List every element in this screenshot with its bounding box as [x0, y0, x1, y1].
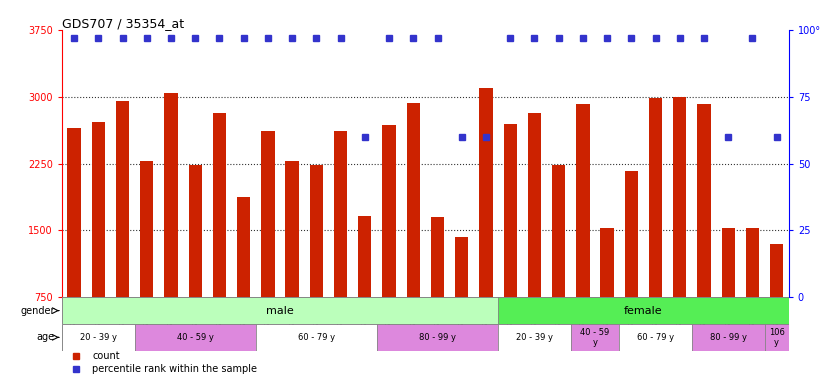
Text: 80 - 99 y: 80 - 99 y: [419, 333, 456, 342]
Text: count: count: [93, 351, 120, 361]
Bar: [571, 324, 620, 351]
Bar: [649, 98, 662, 297]
Text: 40 - 59
y: 40 - 59 y: [581, 328, 610, 347]
Bar: [334, 130, 347, 297]
Bar: [188, 165, 202, 297]
Bar: [673, 97, 686, 297]
Bar: [62, 324, 135, 351]
Bar: [577, 104, 590, 297]
Text: percentile rank within the sample: percentile rank within the sample: [93, 364, 258, 374]
Text: 80 - 99 y: 80 - 99 y: [710, 333, 747, 342]
Bar: [746, 228, 759, 297]
Bar: [620, 324, 692, 351]
Bar: [377, 324, 498, 351]
Text: female: female: [624, 306, 662, 316]
Text: 20 - 39 y: 20 - 39 y: [516, 333, 553, 342]
Bar: [601, 228, 614, 297]
Bar: [140, 161, 154, 297]
Text: male: male: [266, 306, 294, 316]
Bar: [455, 237, 468, 297]
Bar: [382, 125, 396, 297]
Text: 40 - 59 y: 40 - 59 y: [177, 333, 214, 342]
Bar: [528, 113, 541, 297]
Bar: [310, 165, 323, 297]
Bar: [92, 122, 105, 297]
Bar: [479, 88, 492, 297]
Bar: [504, 123, 517, 297]
Bar: [213, 113, 226, 297]
Bar: [68, 128, 81, 297]
Text: gender: gender: [20, 306, 55, 316]
Bar: [692, 324, 765, 351]
Bar: [498, 297, 789, 324]
Bar: [237, 198, 250, 297]
Bar: [431, 217, 444, 297]
Bar: [498, 324, 571, 351]
Bar: [286, 161, 299, 297]
Bar: [722, 228, 735, 297]
Text: age: age: [36, 332, 55, 342]
Text: GDS707 / 35354_at: GDS707 / 35354_at: [62, 17, 184, 30]
Bar: [135, 324, 256, 351]
Bar: [624, 171, 638, 297]
Bar: [406, 103, 420, 297]
Bar: [261, 130, 274, 297]
Bar: [164, 93, 178, 297]
Text: 60 - 79 y: 60 - 79 y: [298, 333, 335, 342]
Bar: [256, 324, 377, 351]
Text: 20 - 39 y: 20 - 39 y: [80, 333, 116, 342]
Bar: [697, 104, 710, 297]
Text: 106
y: 106 y: [769, 328, 785, 347]
Bar: [116, 101, 129, 297]
Bar: [552, 165, 565, 297]
Bar: [765, 324, 789, 351]
Text: 60 - 79 y: 60 - 79 y: [637, 333, 674, 342]
Bar: [62, 297, 498, 324]
Bar: [770, 244, 783, 297]
Bar: [358, 216, 372, 297]
